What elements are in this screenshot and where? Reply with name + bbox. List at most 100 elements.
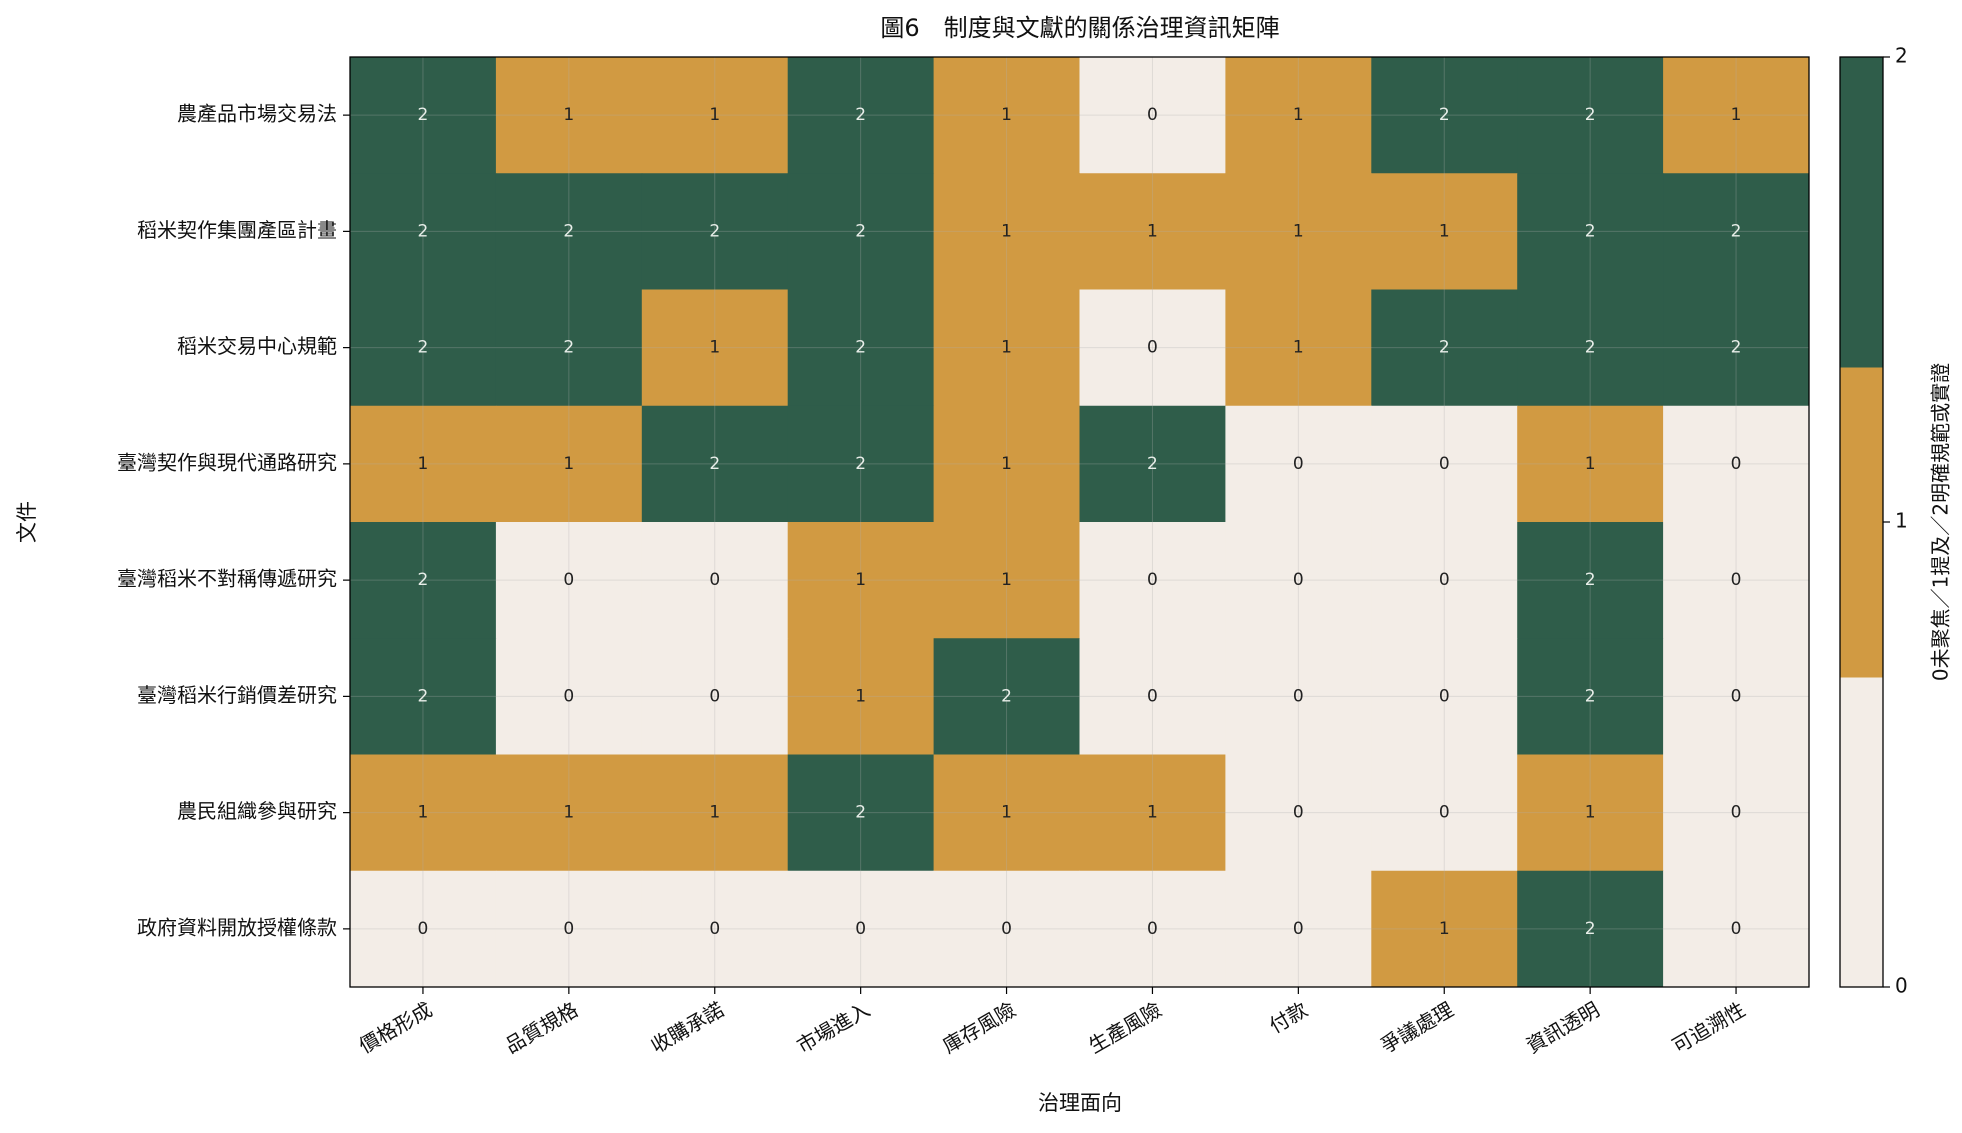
heatmap-cell: [1079, 57, 1226, 174]
cell-label: 2: [855, 105, 866, 125]
cell-label: 2: [563, 338, 574, 358]
x-tick-label: 價格形成: [355, 997, 436, 1058]
heatmap-cell: [1371, 754, 1518, 872]
cell-label: 2: [855, 221, 866, 241]
x-tick-label: 庫存風險: [939, 997, 1020, 1058]
y-tick-label: 農民組織參與研究: [177, 799, 337, 823]
cell-label: 1: [1147, 803, 1158, 823]
cell-label: 0: [1731, 454, 1742, 474]
cell-label: 0: [1293, 803, 1304, 823]
heatmap-cell: [641, 405, 789, 523]
x-tick-label: 品質規格: [501, 997, 582, 1058]
cell-label: 2: [418, 221, 429, 241]
cell-label: 0: [1147, 919, 1158, 939]
cell-label: 1: [1293, 338, 1304, 358]
colorbar-segment: [1840, 57, 1883, 368]
heatmap-cell: [787, 57, 935, 174]
cell-label: 0: [1293, 686, 1304, 706]
heatmap-cell: [1225, 173, 1372, 290]
heatmap-cell: [1225, 405, 1372, 523]
cell-label: 1: [1585, 454, 1596, 474]
heatmap-cell: [1517, 173, 1664, 290]
cell-label: 0: [563, 686, 574, 706]
heatmap-cell: [350, 405, 497, 523]
y-tick-label: 臺灣稻米不對稱傳遞研究: [117, 567, 337, 591]
x-tick-label: 市場進入: [793, 997, 874, 1058]
cell-label: 2: [1585, 570, 1596, 590]
cell-label: 0: [563, 570, 574, 590]
heatmap-cell: [1225, 870, 1372, 988]
heatmap-cell: [933, 870, 1080, 988]
heatmap-cell: [787, 173, 935, 290]
heatmap-cell: [1225, 57, 1372, 174]
cell-label: 0: [1439, 454, 1450, 474]
cell-label: 1: [1439, 919, 1450, 939]
heatmap-cell: [933, 522, 1080, 639]
y-tick-label: 臺灣契作與現代通路研究: [117, 450, 337, 474]
cell-label: 1: [1001, 803, 1012, 823]
plot-frame: [349, 56, 1810, 988]
x-tick-label: 收購承諾: [647, 997, 728, 1058]
cell-label: 0: [1147, 570, 1158, 590]
heatmap-cell: [1079, 870, 1226, 988]
cell-label: 2: [709, 221, 720, 241]
cell-label: 0: [1731, 919, 1742, 939]
heatmap-cell: [1663, 522, 1810, 639]
heatmap-cell: [1079, 754, 1226, 872]
heatmap-cell: [1079, 638, 1226, 755]
heatmap-cell: [1225, 289, 1372, 407]
heatmap-cell: [1663, 870, 1810, 988]
heatmap-cell: [1079, 522, 1226, 639]
cell-label: 0: [563, 919, 574, 939]
cell-label: 0: [709, 919, 720, 939]
colorbar-segment: [1840, 677, 1883, 988]
heatmap-cell: [495, 638, 643, 755]
cell-label: 2: [1585, 919, 1596, 939]
y-tick-label: 臺灣稻米行銷價差研究: [137, 683, 337, 707]
colorbar-tick-label: 1: [1895, 509, 1908, 533]
cell-label: 0: [418, 919, 429, 939]
cell-label: 2: [855, 454, 866, 474]
cell-label: 2: [418, 338, 429, 358]
cell-label: 0: [1001, 919, 1012, 939]
cell-label: 2: [1585, 686, 1596, 706]
cell-label: 2: [563, 221, 574, 241]
cell-label: 0: [1293, 919, 1304, 939]
cell-label: 1: [418, 454, 429, 474]
x-tick-label: 生產風險: [1084, 997, 1165, 1058]
heatmap-cell: [1371, 173, 1518, 290]
heatmap-cell: [787, 289, 935, 407]
x-tick-label: 爭議處理: [1376, 997, 1457, 1058]
heatmap-cell: [641, 173, 789, 290]
heatmap-cell: [1371, 57, 1518, 174]
heatmap-cell: [641, 289, 789, 407]
heatmap-cell: [1663, 638, 1810, 755]
heatmap-cell: [495, 754, 643, 872]
x-tick-label: 付款: [1265, 997, 1312, 1038]
heatmap-cell: [350, 638, 497, 755]
heatmap-cell: [495, 57, 643, 174]
heatmap-cell: [1371, 405, 1518, 523]
heatmap-cell: [1517, 522, 1664, 639]
colorbar-label: 0未聚焦／1提及／2明確規範或實證: [1929, 363, 1953, 681]
heatmap-cell: [1371, 522, 1518, 639]
heatmap-cell: [641, 57, 789, 174]
cell-label: 2: [1439, 105, 1450, 125]
cell-label: 0: [709, 686, 720, 706]
cell-label: 1: [855, 570, 866, 590]
y-tick-label: 稻米交易中心規範: [177, 334, 337, 358]
cell-label: 2: [1439, 338, 1450, 358]
cell-label: 0: [1439, 686, 1450, 706]
cell-label: 0: [1293, 454, 1304, 474]
heatmap-cell: [350, 522, 497, 639]
heatmap-cell: [1371, 289, 1518, 407]
heatmap-cell: [1225, 522, 1372, 639]
heatmap-cell: [787, 522, 935, 639]
heatmap-cell: [1079, 173, 1226, 290]
heatmap-cell: [1517, 754, 1664, 872]
heatmap-cell: [933, 289, 1080, 407]
y-tick-label: 政府資料開放授權條款: [137, 915, 337, 939]
heatmap-cell: [350, 173, 497, 290]
cell-label: 1: [1001, 570, 1012, 590]
cell-label: 2: [855, 803, 866, 823]
